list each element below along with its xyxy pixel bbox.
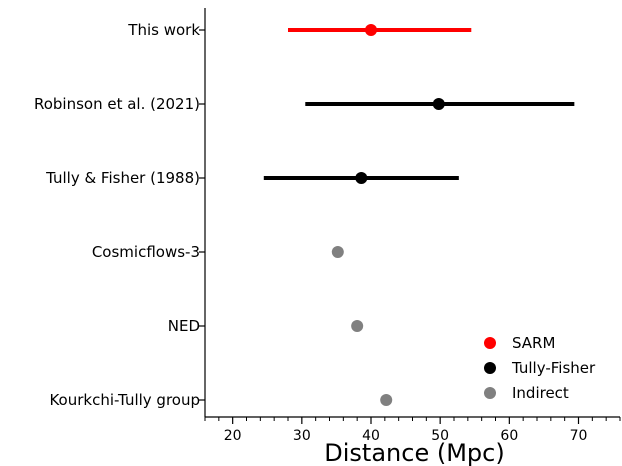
- x-tick-label: 60: [500, 428, 518, 444]
- data-point: [331, 246, 344, 258]
- axes: 20 30 40 50 60 70 This work Robinson et al. (20…: [34, 8, 621, 444]
- category-label: Kourkchi-Tully group: [49, 391, 200, 409]
- category-label: Tully & Fisher (1988): [45, 169, 200, 187]
- legend: SARM Tully-Fisher Indirect: [484, 334, 596, 402]
- x-tick-label: 20: [224, 428, 242, 444]
- data-point: [380, 394, 393, 406]
- legend-marker: [484, 337, 496, 349]
- legend-marker: [484, 362, 496, 374]
- legend-entry: SARM: [512, 334, 555, 352]
- legend-marker: [484, 387, 496, 399]
- x-tick-label: 30: [293, 428, 311, 444]
- data-point: [365, 24, 377, 36]
- data-point: [432, 98, 445, 110]
- x-axis-label: Distance (Mpc): [324, 439, 504, 466]
- x-tick-label: 50: [431, 428, 449, 444]
- x-tick-label: 40: [362, 428, 380, 444]
- x-tick-label: 70: [570, 428, 588, 444]
- legend-entry: Tully-Fisher: [511, 359, 596, 377]
- category-label: Robinson et al. (2021): [34, 95, 200, 113]
- legend-entry: Indirect: [512, 384, 569, 402]
- data-point: [355, 172, 368, 184]
- category-label: This work: [127, 21, 200, 39]
- data-marks: [263, 24, 575, 406]
- category-label: Cosmicflows-3: [92, 243, 200, 261]
- category-label: NED: [168, 317, 200, 335]
- data-point: [351, 320, 364, 332]
